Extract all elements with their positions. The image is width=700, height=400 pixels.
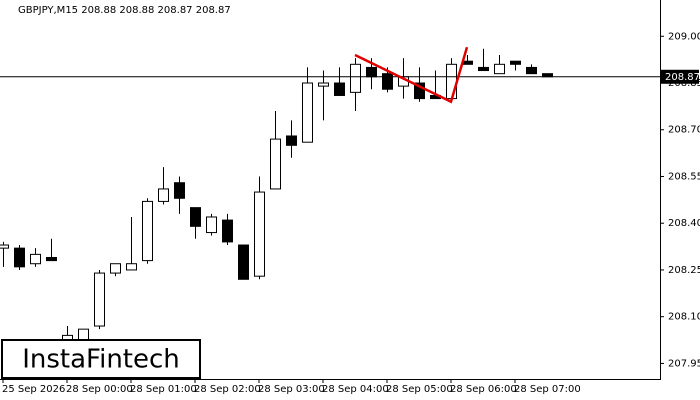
y-tick-label: 208.55 bbox=[668, 171, 700, 182]
candle-body bbox=[222, 219, 233, 243]
candle-body bbox=[238, 244, 249, 280]
candle-body bbox=[110, 263, 121, 274]
candle-body bbox=[334, 82, 345, 96]
x-tick-label: 25 Sep 2026 bbox=[2, 384, 65, 395]
logo-box bbox=[1, 339, 201, 379]
candle-body bbox=[94, 272, 105, 327]
x-tick-label: 28 Sep 01:00 bbox=[130, 384, 197, 395]
candle-body bbox=[46, 256, 57, 262]
candle-body bbox=[318, 82, 329, 87]
candle-body bbox=[414, 82, 425, 100]
logo: InstaFintech bbox=[22, 345, 180, 375]
candle-body bbox=[510, 60, 521, 65]
x-tick-label: 28 Sep 04:00 bbox=[322, 384, 389, 395]
candle-body bbox=[270, 138, 281, 190]
candle-body bbox=[254, 191, 265, 277]
current-price-label: 208.87 bbox=[665, 72, 700, 83]
x-tick-label: 28 Sep 00:00 bbox=[66, 384, 133, 395]
candle-body bbox=[366, 66, 377, 78]
candle-body bbox=[302, 82, 313, 143]
current-price-box bbox=[661, 69, 699, 84]
x-tick-label: 28 Sep 02:00 bbox=[194, 384, 261, 395]
y-tick-label: 208.40 bbox=[668, 218, 700, 229]
candle-body bbox=[174, 182, 185, 199]
candle-body bbox=[526, 66, 537, 75]
plot-area bbox=[0, 46, 660, 364]
candle-body bbox=[382, 73, 393, 90]
x-tick-label: 28 Sep 07:00 bbox=[514, 384, 581, 395]
y-tick-label: 208.25 bbox=[668, 265, 700, 276]
candle-body bbox=[142, 200, 153, 262]
candle-body bbox=[190, 207, 201, 227]
candle-body bbox=[14, 247, 25, 268]
y-tick-label: 208.10 bbox=[668, 312, 700, 323]
y-tick-label: 208.70 bbox=[668, 125, 700, 136]
candle-body bbox=[158, 188, 169, 202]
y-tick-label: 209.00 bbox=[668, 31, 700, 42]
pattern-line bbox=[354, 46, 469, 104]
candle-body bbox=[206, 216, 217, 234]
x-tick-label: 28 Sep 05:00 bbox=[386, 384, 453, 395]
x-tick-label: 28 Sep 06:00 bbox=[450, 384, 517, 395]
candle-body bbox=[446, 63, 457, 100]
chart-title: GBPJPY,M15 208.88 208.88 208.87 208.87 bbox=[18, 5, 231, 16]
candle-body bbox=[350, 63, 361, 93]
x-tick-label: 28 Sep 03:00 bbox=[258, 384, 325, 395]
candle-body bbox=[0, 244, 9, 249]
candle-body bbox=[126, 263, 137, 271]
candle-body bbox=[494, 63, 505, 75]
candle-body bbox=[286, 135, 297, 146]
candle-body bbox=[30, 253, 41, 265]
candle-body bbox=[478, 66, 489, 72]
y-tick-label: 207.95 bbox=[668, 358, 700, 369]
